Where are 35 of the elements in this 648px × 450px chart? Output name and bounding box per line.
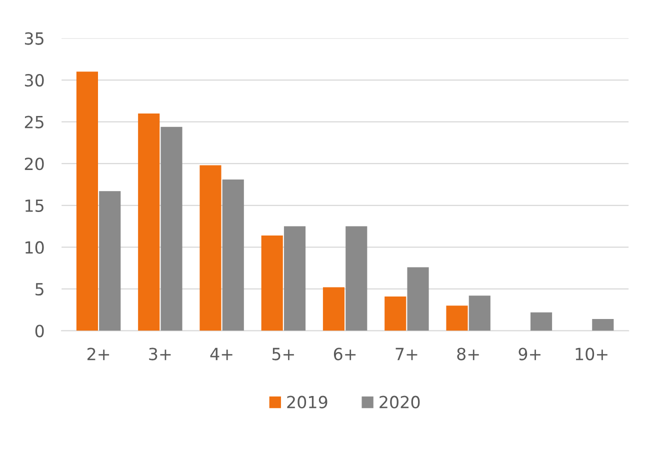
bar bbox=[468, 296, 490, 331]
y-tick-label: 0 bbox=[35, 324, 44, 338]
x-tick-label: 2+ bbox=[87, 348, 110, 360]
x-tick-label: 3+ bbox=[149, 348, 171, 360]
y-tick-label: 10 bbox=[26, 241, 44, 254]
bar bbox=[200, 165, 222, 331]
y-tick-label: 35 bbox=[24, 32, 44, 45]
x-tick-label: 10+ bbox=[576, 348, 608, 360]
bar bbox=[530, 312, 552, 331]
y-tick-label: 15 bbox=[26, 200, 44, 212]
y-tick-label: 25 bbox=[24, 116, 44, 128]
bar bbox=[261, 235, 283, 331]
bar bbox=[222, 179, 244, 331]
legend-label: 2019 bbox=[287, 396, 328, 408]
bar bbox=[322, 287, 345, 331]
bar bbox=[138, 113, 160, 331]
x-tick-label: 4+ bbox=[210, 348, 232, 360]
y-tick-label: 30 bbox=[24, 74, 44, 87]
bar bbox=[446, 306, 468, 331]
bar bbox=[76, 72, 98, 331]
x-tick-label: 6+ bbox=[334, 348, 356, 360]
legend-label: 2020 bbox=[380, 396, 420, 408]
x-tick-label: 7+ bbox=[396, 348, 418, 360]
bar bbox=[592, 319, 614, 331]
x-tick-label: 5+ bbox=[272, 348, 294, 360]
y-tick-label: 20 bbox=[24, 158, 44, 170]
bar bbox=[407, 267, 429, 331]
bar bbox=[384, 296, 406, 331]
bar bbox=[99, 191, 121, 331]
bar bbox=[160, 126, 182, 331]
bar bbox=[284, 226, 306, 331]
x-tick-label: 9+ bbox=[518, 348, 540, 360]
y-tick-label: 5 bbox=[36, 283, 44, 296]
bar bbox=[346, 226, 368, 331]
x-tick-label: 8+ bbox=[457, 348, 479, 360]
